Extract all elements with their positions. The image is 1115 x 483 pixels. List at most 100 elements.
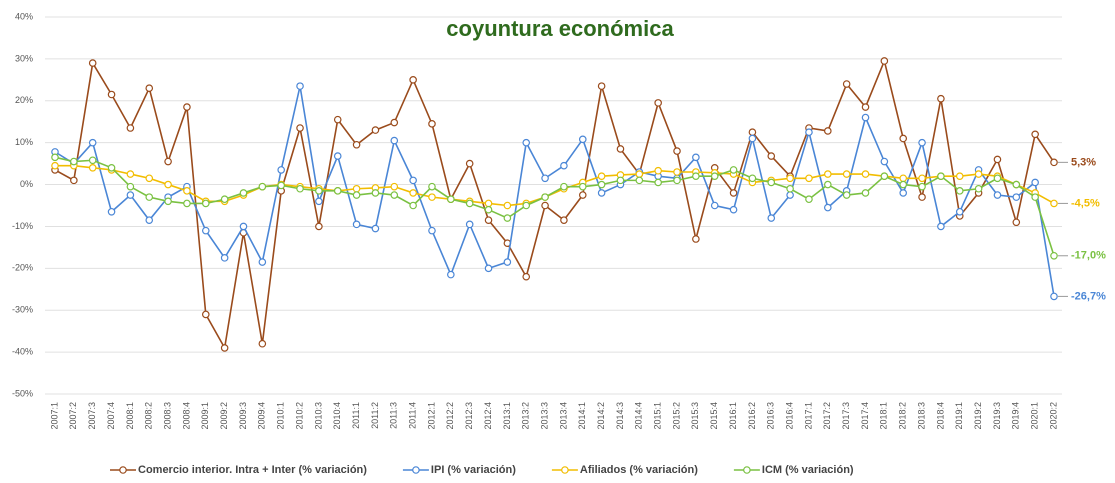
x-tick-label: 2015:4 bbox=[709, 402, 719, 430]
data-point bbox=[899, 134, 908, 143]
data-point bbox=[937, 94, 945, 103]
data-point bbox=[824, 170, 832, 178]
x-tick-label: 2018:3 bbox=[916, 402, 926, 430]
data-point bbox=[1031, 178, 1039, 187]
x-tick-label: 2012:2 bbox=[445, 402, 455, 430]
data-point bbox=[673, 147, 681, 155]
data-point bbox=[352, 184, 361, 193]
data-point bbox=[88, 164, 97, 172]
data-point bbox=[541, 193, 549, 201]
y-tick-label: -20% bbox=[12, 263, 33, 273]
data-point bbox=[220, 254, 229, 262]
y-tick-label: -50% bbox=[12, 388, 33, 398]
x-tick-label: 2017:3 bbox=[841, 402, 851, 430]
data-point bbox=[748, 128, 757, 136]
data-point bbox=[484, 199, 493, 208]
data-point bbox=[258, 182, 267, 191]
x-tick-label: 2017:2 bbox=[822, 402, 832, 430]
data-point bbox=[145, 193, 154, 201]
data-point bbox=[541, 201, 549, 210]
x-tick-label: 2013:1 bbox=[502, 402, 512, 430]
data-point bbox=[428, 226, 436, 235]
x-tick-label: 2010:4 bbox=[332, 402, 342, 430]
x-tick-label: 2019:4 bbox=[1011, 402, 1021, 430]
x-tick-label: 2018:1 bbox=[879, 402, 889, 430]
data-point bbox=[503, 214, 512, 222]
data-point bbox=[258, 339, 267, 348]
data-point bbox=[710, 172, 719, 180]
data-point bbox=[692, 153, 700, 162]
x-tick-label: 2019:3 bbox=[992, 402, 1002, 430]
x-tick-label: 2016:4 bbox=[784, 402, 794, 430]
data-point bbox=[107, 207, 116, 216]
chart-title: coyuntura económica bbox=[446, 16, 674, 41]
data-point bbox=[786, 184, 794, 193]
data-point bbox=[390, 118, 399, 127]
data-point bbox=[503, 258, 512, 266]
x-tick-label: 2014:4 bbox=[634, 402, 644, 430]
x-tick-label: 2015:3 bbox=[690, 402, 700, 430]
data-point bbox=[673, 176, 681, 185]
y-tick-label: -10% bbox=[12, 221, 33, 231]
data-point bbox=[333, 115, 342, 124]
x-tick-label: 2017:4 bbox=[860, 402, 870, 430]
data-point bbox=[447, 195, 455, 204]
data-point bbox=[1050, 199, 1058, 208]
data-point bbox=[145, 216, 154, 224]
data-point bbox=[220, 344, 229, 352]
data-point bbox=[484, 264, 493, 273]
x-tick-label: 2008:4 bbox=[181, 402, 191, 430]
data-point bbox=[692, 172, 700, 180]
data-point bbox=[315, 197, 323, 206]
data-point bbox=[409, 76, 417, 84]
data-point bbox=[522, 272, 531, 281]
legend-marker bbox=[412, 466, 420, 474]
x-tick-label: 2013:3 bbox=[539, 402, 549, 430]
x-tick-label: 2013:4 bbox=[558, 402, 568, 430]
data-point bbox=[164, 180, 172, 189]
x-tick-label: 2012:4 bbox=[483, 402, 493, 430]
data-point bbox=[635, 176, 644, 185]
data-point bbox=[390, 182, 399, 191]
data-point bbox=[786, 174, 794, 183]
data-point bbox=[937, 172, 945, 180]
data-point bbox=[352, 220, 361, 229]
data-point bbox=[616, 176, 625, 185]
x-tick-label: 2010:2 bbox=[294, 402, 304, 430]
x-tick-label: 2008:2 bbox=[144, 402, 154, 430]
series-line bbox=[54, 58, 1055, 351]
data-point bbox=[145, 174, 154, 183]
data-point bbox=[861, 103, 870, 111]
data-point bbox=[126, 170, 135, 178]
data-point bbox=[88, 138, 97, 147]
data-point bbox=[842, 80, 851, 88]
data-point bbox=[955, 187, 964, 195]
data-point bbox=[560, 216, 568, 224]
data-point bbox=[51, 161, 59, 170]
data-point bbox=[861, 113, 870, 122]
data-point bbox=[597, 189, 606, 197]
data-point bbox=[729, 166, 738, 174]
data-point bbox=[673, 168, 681, 176]
x-tick-label: 2007:2 bbox=[68, 402, 78, 430]
data-point bbox=[183, 103, 191, 111]
data-label: -26,7% bbox=[1071, 290, 1106, 302]
data-point bbox=[522, 201, 531, 210]
data-point bbox=[937, 222, 945, 231]
data-point bbox=[597, 172, 606, 180]
data-point bbox=[578, 135, 587, 144]
data-point bbox=[748, 134, 757, 143]
data-point bbox=[371, 189, 380, 197]
data-point bbox=[993, 191, 1002, 199]
x-tick-label: 2014:2 bbox=[596, 402, 606, 430]
data-point bbox=[918, 182, 926, 191]
x-tick-label: 2011:3 bbox=[389, 402, 399, 429]
legend-label: Afiliados (% variación) bbox=[580, 464, 698, 476]
data-point bbox=[183, 187, 191, 195]
x-tick-label: 2018:2 bbox=[898, 402, 908, 430]
x-tick-label: 2011:1 bbox=[351, 402, 361, 429]
data-point bbox=[88, 59, 97, 67]
y-tick-label: 30% bbox=[15, 53, 33, 63]
data-point bbox=[918, 174, 926, 183]
x-tick-label: 2018:4 bbox=[935, 402, 945, 430]
